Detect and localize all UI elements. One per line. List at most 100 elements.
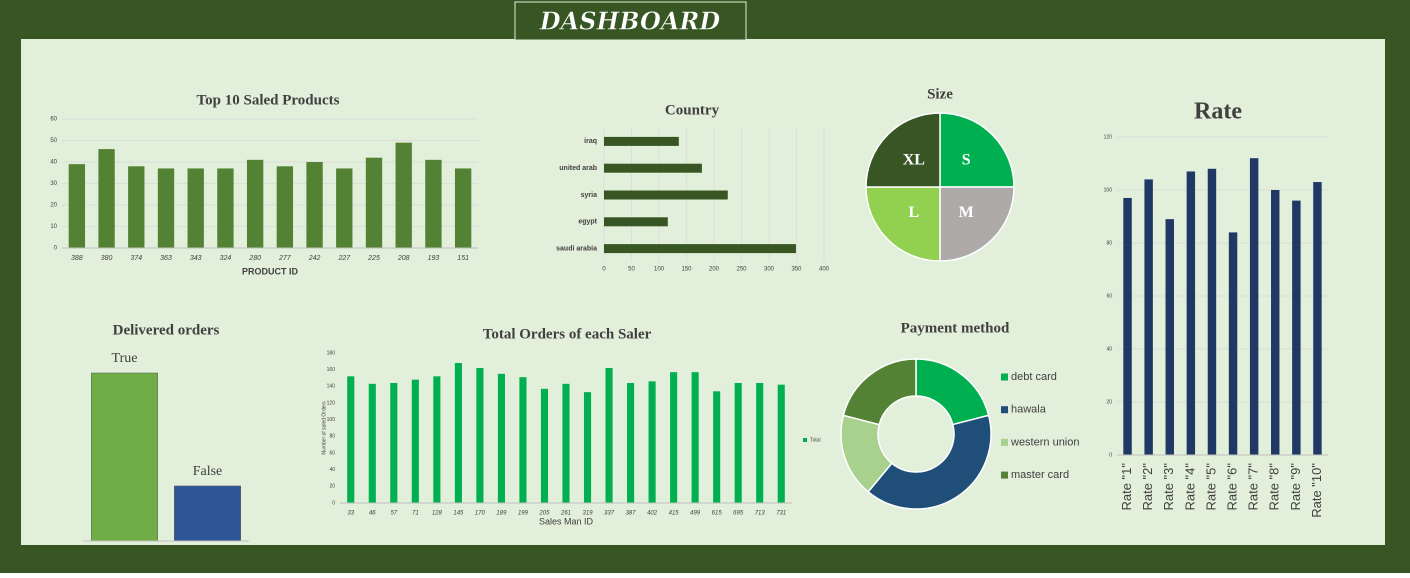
y-tick-label: 80 (1106, 240, 1112, 246)
y-tick-label: 120 (1104, 134, 1113, 140)
legend-label: master card (1011, 469, 1069, 481)
y-tick-label: 140 (327, 384, 336, 390)
chart-title: Payment method (901, 320, 1010, 336)
bar (648, 381, 656, 503)
y-tick-label: iraq (584, 138, 597, 145)
y-tick-label: 60 (50, 117, 57, 123)
bar (174, 485, 241, 542)
x-tick-label: 280 (248, 255, 261, 262)
y-tick-label: saudi arabia (556, 245, 597, 252)
y-tick-label: syria (581, 192, 597, 199)
chart-title: Delivered orders (113, 322, 220, 338)
bar (1313, 182, 1322, 456)
x-tick-label: 145 (453, 511, 464, 517)
bar (411, 379, 419, 503)
x-tick-label: 402 (647, 511, 658, 517)
x-tick-label: 343 (190, 255, 202, 262)
x-tick-label: Rate "7" (1246, 463, 1261, 511)
bar (306, 162, 323, 248)
x-tick-label: Rate "9" (1288, 463, 1303, 511)
x-tick-label: Rate "2" (1140, 463, 1155, 511)
x-tick-label: 193 (428, 255, 440, 262)
x-tick-label: 387 (626, 511, 637, 517)
x-tick-label: 100 (654, 267, 665, 273)
bar (604, 136, 679, 146)
slice-label: XL (903, 152, 925, 169)
x-tick-label: 261 (560, 511, 571, 517)
y-tick-label: 40 (50, 160, 57, 166)
bar (562, 383, 570, 503)
bar (246, 159, 264, 248)
chart-title: Top 10 Saled Products (197, 92, 340, 108)
x-tick-label: 499 (690, 511, 701, 517)
bar (604, 217, 668, 227)
x-tick-label: 57 (390, 511, 397, 517)
bar (1207, 168, 1217, 456)
bar (1271, 190, 1280, 455)
legend-marker (1001, 406, 1008, 414)
bar (497, 373, 505, 503)
slice (842, 358, 917, 426)
legend-label: western union (1010, 436, 1080, 448)
x-tick-label: 205 (538, 511, 550, 517)
x-tick-label: 400 (819, 267, 830, 273)
slice (865, 112, 941, 188)
x-tick-label: 277 (278, 255, 292, 262)
x-tick-label: 380 (101, 255, 113, 262)
x-tick-label: 71 (412, 511, 419, 517)
legend-label: Total (810, 437, 821, 443)
slice-label: L (909, 204, 920, 221)
bar (425, 159, 442, 248)
chart-title: Total Orders of each Saler (483, 326, 652, 342)
x-tick-label: 0 (602, 267, 606, 273)
legend-marker (803, 438, 807, 442)
bar-label: False (193, 464, 223, 479)
y-tick-label: 20 (329, 484, 335, 490)
bar (627, 383, 635, 503)
x-tick-label: 33 (347, 511, 354, 517)
y-tick-label: united arab (559, 165, 597, 172)
slice (939, 186, 1015, 262)
bar (1165, 219, 1174, 455)
bar (98, 149, 115, 248)
x-tick-label: Rate "10" (1309, 463, 1324, 518)
x-tick-label: 350 (791, 267, 802, 273)
bar (670, 372, 678, 503)
slice (865, 186, 941, 262)
x-tick-label: 300 (764, 267, 775, 273)
bar (390, 383, 398, 503)
bar (454, 168, 472, 248)
bar (756, 383, 764, 503)
slice-label: S (962, 152, 971, 169)
x-tick-label: 46 (369, 511, 376, 517)
bar (91, 372, 158, 542)
x-tick-label: 151 (457, 255, 469, 262)
bar (691, 372, 699, 503)
x-tick-label: 731 (776, 511, 786, 517)
x-tick-label: 713 (755, 511, 766, 517)
x-tick-label: 189 (496, 511, 507, 517)
y-tick-label: 50 (50, 138, 57, 144)
x-tick-label: 363 (160, 255, 172, 262)
bar (276, 166, 294, 248)
y-tick-label: 60 (1106, 293, 1112, 299)
bar (777, 384, 785, 503)
x-tick-label: 319 (583, 511, 594, 517)
x-tick-label: 225 (367, 255, 380, 262)
y-tick-label: 20 (1106, 399, 1112, 405)
bar (713, 391, 721, 503)
panel (21, 39, 1385, 545)
x-tick-label: 199 (518, 511, 529, 517)
y-tick-label: 180 (327, 350, 336, 356)
legend-label: debt card (1011, 371, 1057, 383)
legend-marker (1001, 471, 1008, 479)
y-tick-label: 10 (50, 224, 57, 230)
x-tick-label: 250 (736, 267, 747, 273)
x-tick-label: 128 (432, 511, 443, 517)
bar (336, 168, 353, 248)
bar (365, 157, 383, 248)
chart-title: Country (665, 102, 720, 118)
legend-label: hawala (1011, 404, 1047, 416)
y-tick-label: 80 (329, 434, 335, 440)
